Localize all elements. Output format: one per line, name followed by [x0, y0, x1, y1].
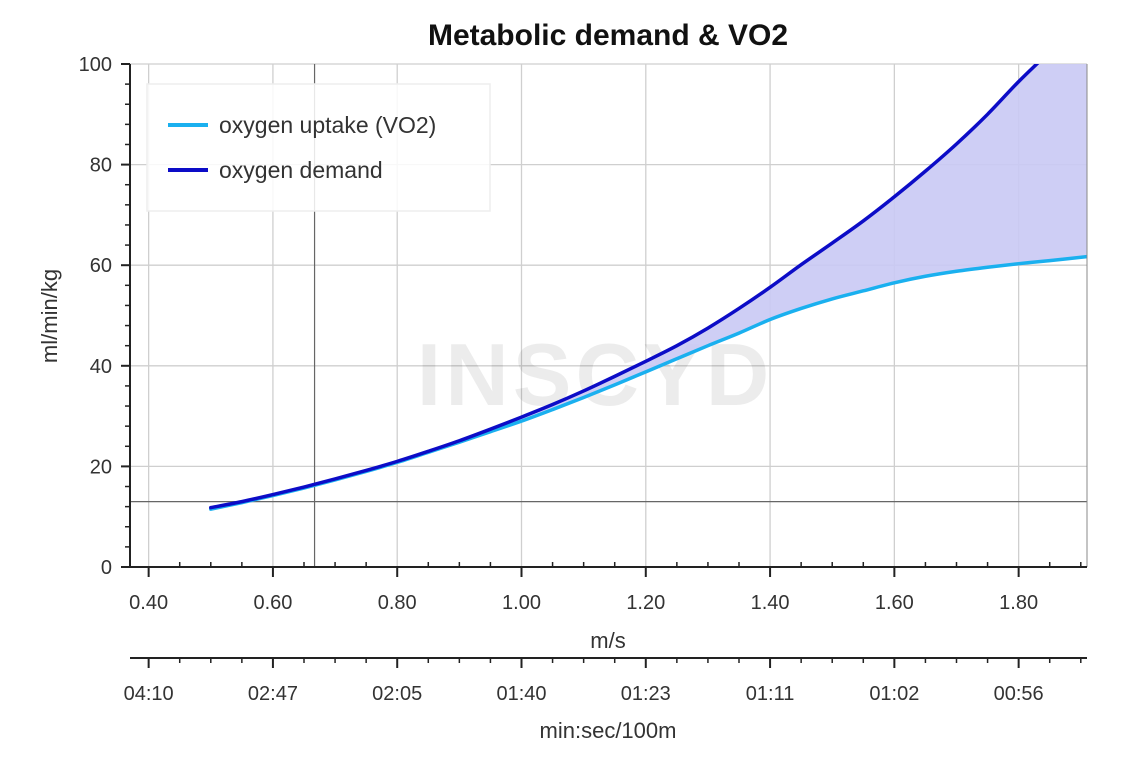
chart-title: Metabolic demand & VO2 [428, 19, 788, 52]
x-tick-label: 1.60 [875, 592, 914, 614]
x-tick-label: 0.60 [253, 592, 292, 614]
y-tick-label: 20 [90, 456, 112, 478]
secondary-x-tick-label: 01:02 [869, 683, 919, 705]
x-tick-label: 1.80 [999, 592, 1038, 614]
series-line-oxygen-demand [209, 64, 1040, 510]
x-tick-label: 1.00 [502, 592, 541, 614]
demand-vs-uptake-shading [210, 64, 1087, 510]
x-tick-label: 0.80 [378, 592, 417, 614]
legend-label-oxygen-demand: oxygen demand [219, 157, 383, 183]
y-tick-label: 80 [90, 155, 112, 177]
secondary-x-axis: 04:10 02:47 02:05 01:40 01:23 01:11 01:02 00:56 [124, 657, 1087, 705]
secondary-x-tick-label: 01:23 [621, 683, 671, 705]
x-axis-label: m/s [590, 628, 625, 653]
secondary-x-tick-label: 01:11 [746, 683, 795, 705]
secondary-x-tick-label: 01:40 [496, 683, 546, 705]
x-axis: 0.40 0.60 0.80 1.00 1.20 1.40 1.60 1.80 [129, 562, 1087, 614]
legend-box [146, 83, 491, 212]
secondary-x-tick-label: 04:10 [124, 683, 174, 705]
y-tick-label: 60 [90, 255, 112, 277]
y-tick-label: 40 [90, 356, 112, 378]
legend-label-oxygen-uptake: oxygen uptake (VO2) [219, 112, 436, 138]
x-tick-label: 1.20 [626, 592, 665, 614]
legend: oxygen uptake (VO2) oxygen demand [146, 83, 491, 212]
secondary-x-tick-label: 02:05 [372, 683, 422, 705]
y-axis: 0 20 40 60 80 100 [79, 54, 131, 579]
y-tick-label: 100 [79, 54, 112, 76]
x-tick-label: 0.40 [129, 592, 168, 614]
secondary-x-tick-label: 02:47 [248, 683, 298, 705]
secondary-x-tick-label: 00:56 [994, 683, 1044, 705]
y-tick-label: 0 [101, 557, 112, 579]
y-axis-label: ml/min/kg [37, 269, 62, 363]
secondary-x-axis-label: min:sec/100m [540, 718, 677, 743]
x-tick-label: 1.40 [751, 592, 790, 614]
